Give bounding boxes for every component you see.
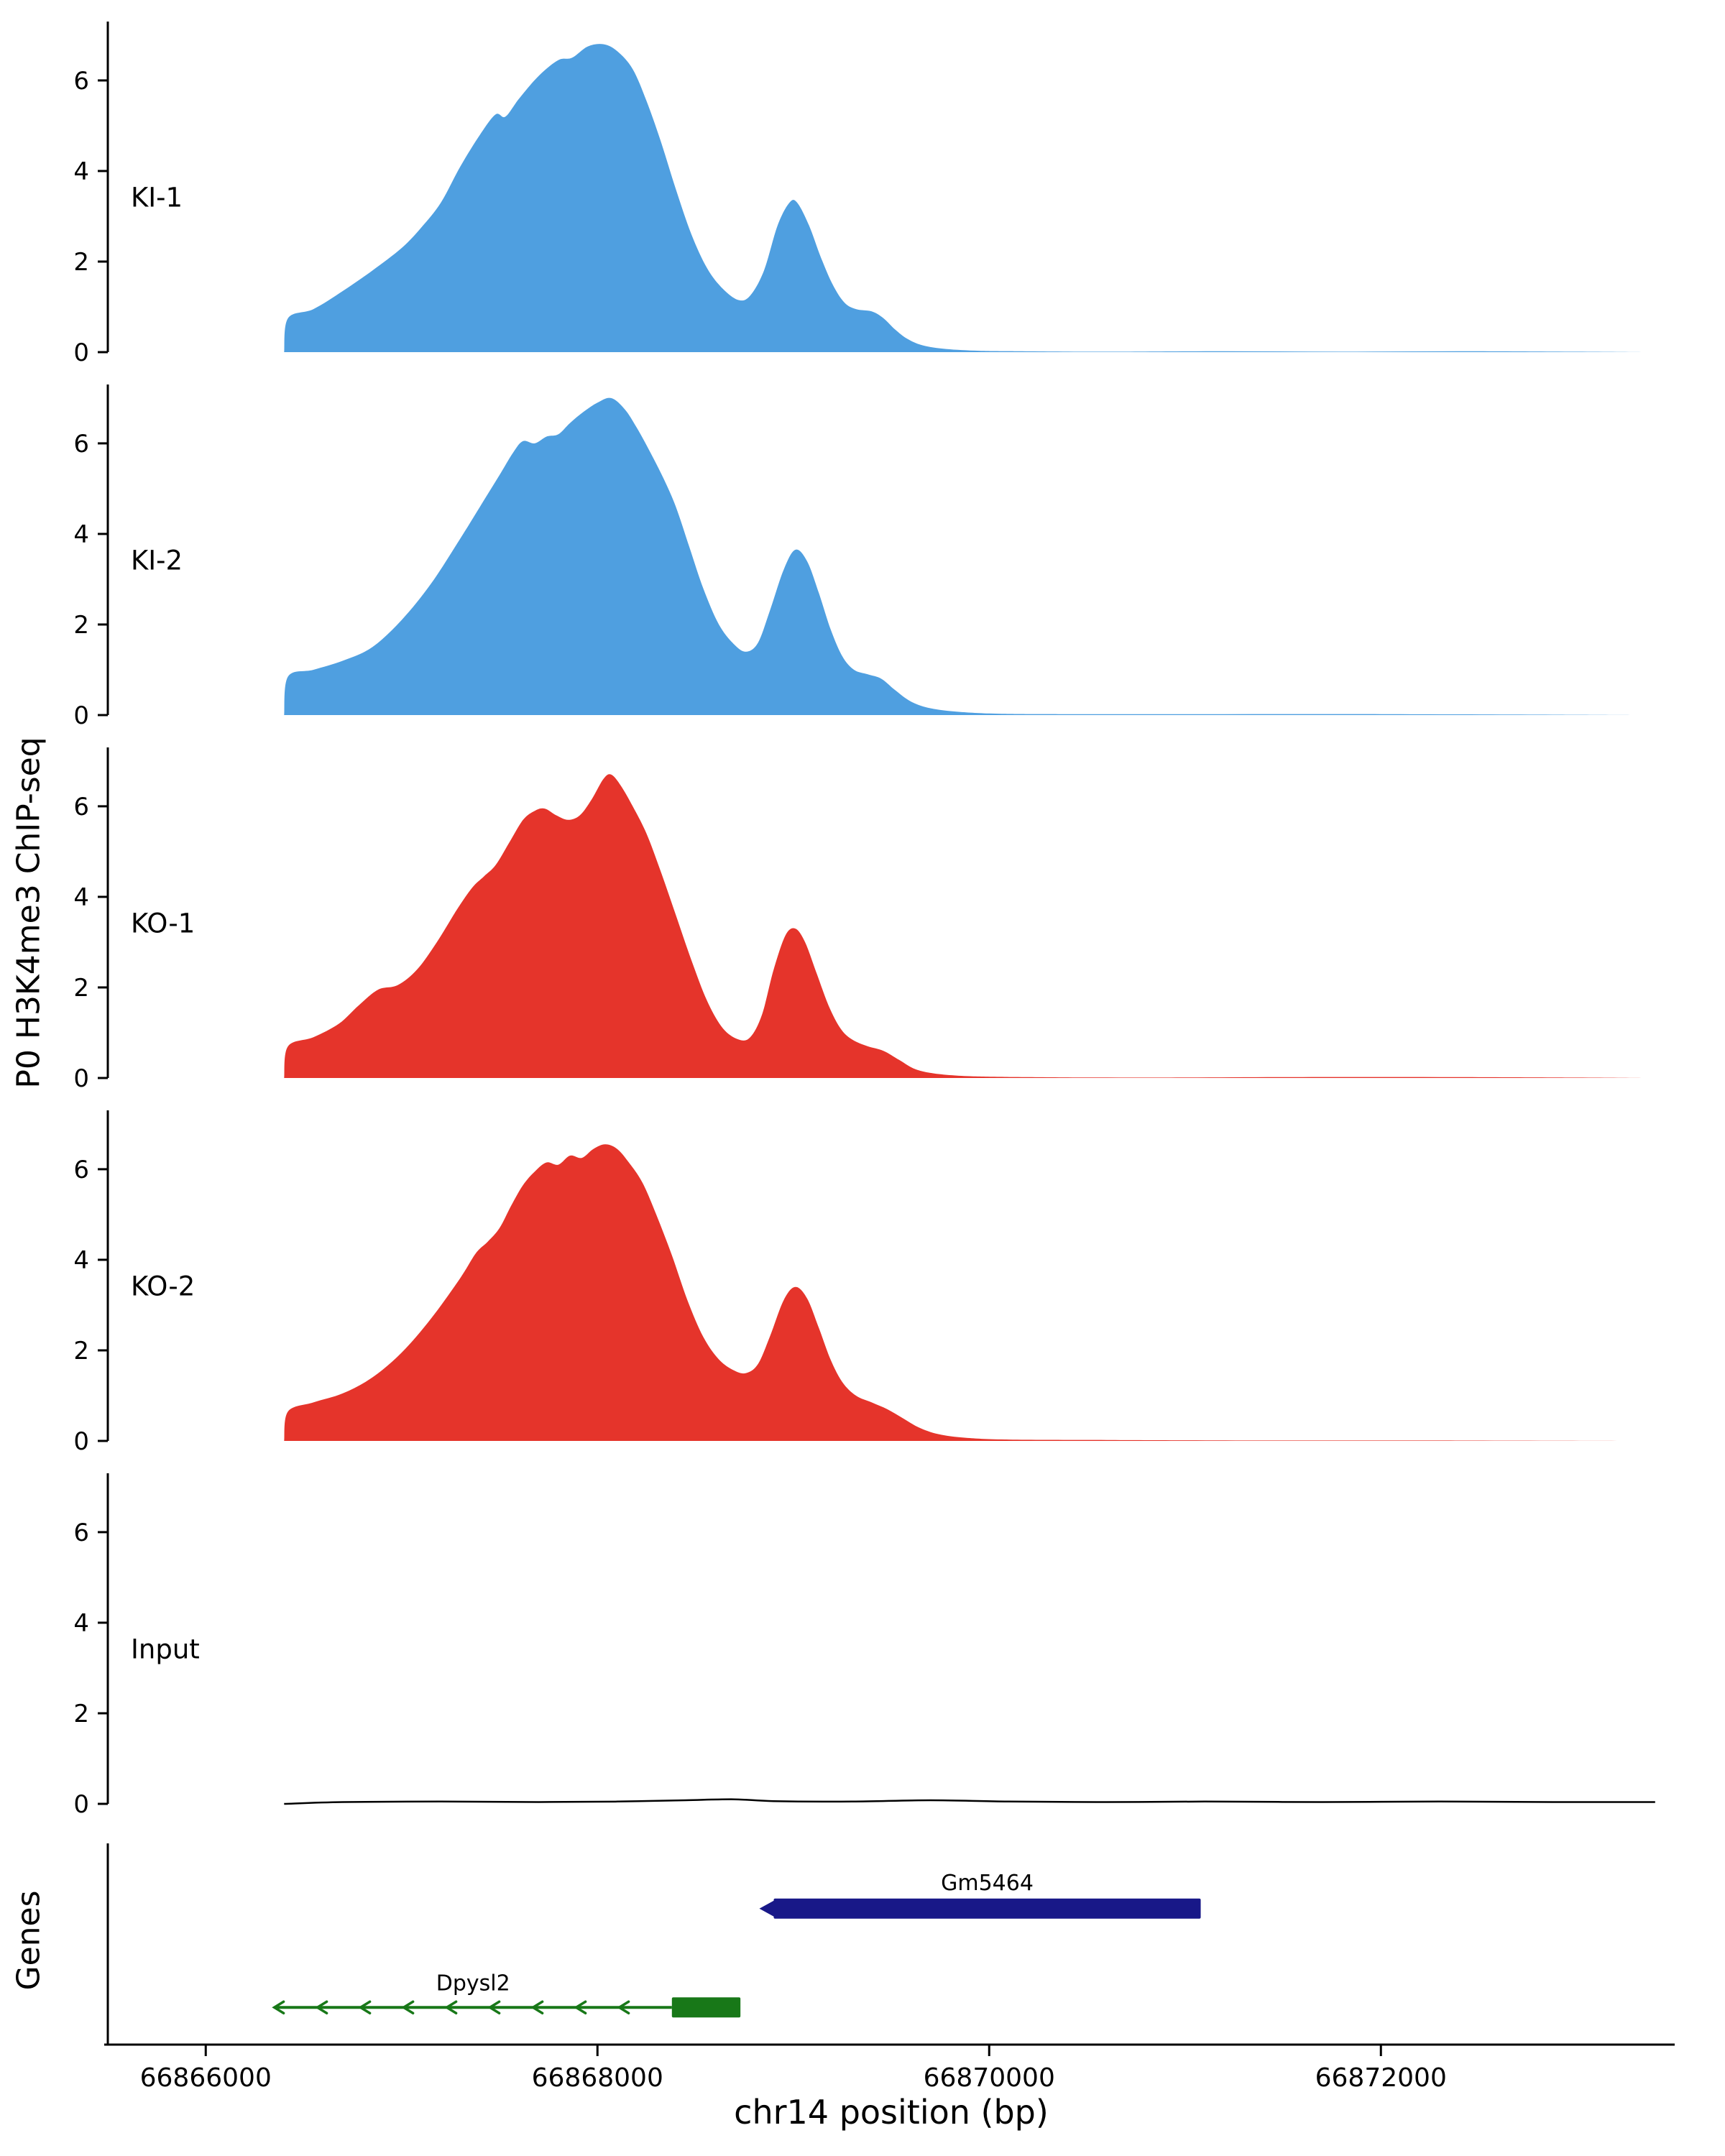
- y-tick-label: 4: [73, 1609, 89, 1638]
- track-input: 0 2 4 6 Input: [73, 1473, 1655, 1819]
- track-label: KI-1: [131, 183, 183, 213]
- strand-arrow-icon: [358, 2000, 372, 2014]
- y-tick-label: 4: [73, 157, 89, 186]
- y-tick-label: 2: [73, 611, 89, 640]
- y-tick-label: 6: [73, 793, 89, 821]
- strand-arrow-icon: [617, 2000, 630, 2014]
- strand-arrow-icon: [401, 2000, 415, 2014]
- track-ki-2: 0 2 4 6 KI-2: [73, 384, 1646, 730]
- gene-name: Dpysl2: [436, 1971, 510, 1996]
- y-tick-label: 2: [73, 248, 89, 277]
- x-tick-label: 66872000: [1315, 2063, 1447, 2093]
- y-tick-label: 0: [73, 1427, 89, 1456]
- coverage-area: [284, 1144, 1646, 1441]
- coverage-area: [284, 397, 1646, 715]
- track-ko-1: 0 2 4 6 KO-1: [73, 747, 1646, 1093]
- x-tick-label: 66868000: [532, 2063, 663, 2093]
- track-label: KO-2: [131, 1271, 195, 1302]
- track-label: KO-1: [131, 908, 195, 939]
- y-tick-label: 6: [73, 67, 89, 96]
- y-tick-label: 6: [73, 1156, 89, 1184]
- y-tick-label: 4: [73, 1246, 89, 1275]
- track-label: Input: [131, 1634, 200, 1665]
- gene-gm5464: Gm5464: [759, 1871, 1201, 1919]
- y-tick-label: 2: [73, 1700, 89, 1728]
- coverage-area: [284, 44, 1646, 353]
- y-tick-label: 4: [73, 520, 89, 549]
- y-tick-label: 6: [73, 430, 89, 459]
- gene-dpysl2: Dpysl2: [272, 1971, 741, 2018]
- track-ki-1: 0 2 4 6 KI-1: [73, 22, 1646, 367]
- x-tick-label: 66866000: [140, 2063, 272, 2093]
- strand-arrow-icon: [272, 2000, 285, 2014]
- y-tick-label: 0: [73, 1064, 89, 1093]
- strand-arrow-icon: [759, 1900, 774, 1917]
- coverage-line: [284, 1798, 1655, 1805]
- strand-arrow-icon: [487, 2000, 501, 2014]
- coverage-area: [284, 774, 1646, 1078]
- y-tick-label: 0: [73, 338, 89, 367]
- track-ko-2: 0 2 4 6 KO-2: [73, 1110, 1646, 1456]
- y-tick-label: 2: [73, 1337, 89, 1365]
- y-tick-label: 2: [73, 974, 89, 1003]
- x-axis: 66866000 66868000 66870000 66872000: [104, 2043, 1675, 2093]
- y-tick-label: 0: [73, 1790, 89, 1819]
- y-tick-label: 0: [73, 701, 89, 730]
- track-label: KI-2: [131, 545, 183, 576]
- y-tick-label: 4: [73, 883, 89, 912]
- strand-arrow-icon: [574, 2000, 587, 2014]
- strand-arrow-icon: [315, 2000, 328, 2014]
- gene-exon-box: [671, 1997, 741, 2018]
- y-tick-label: 6: [73, 1519, 89, 1547]
- x-tick-label: 66870000: [924, 2063, 1055, 2093]
- gene-name: Gm5464: [941, 1871, 1034, 1896]
- genes-panel: Gm5464 Dpysl2: [106, 1843, 1201, 2045]
- strand-arrow-icon: [444, 2000, 458, 2014]
- x-axis-title: chr14 position (bp): [734, 2093, 1049, 2132]
- strand-arrow-icon: [530, 2000, 544, 2014]
- gene-body: [773, 1898, 1201, 1919]
